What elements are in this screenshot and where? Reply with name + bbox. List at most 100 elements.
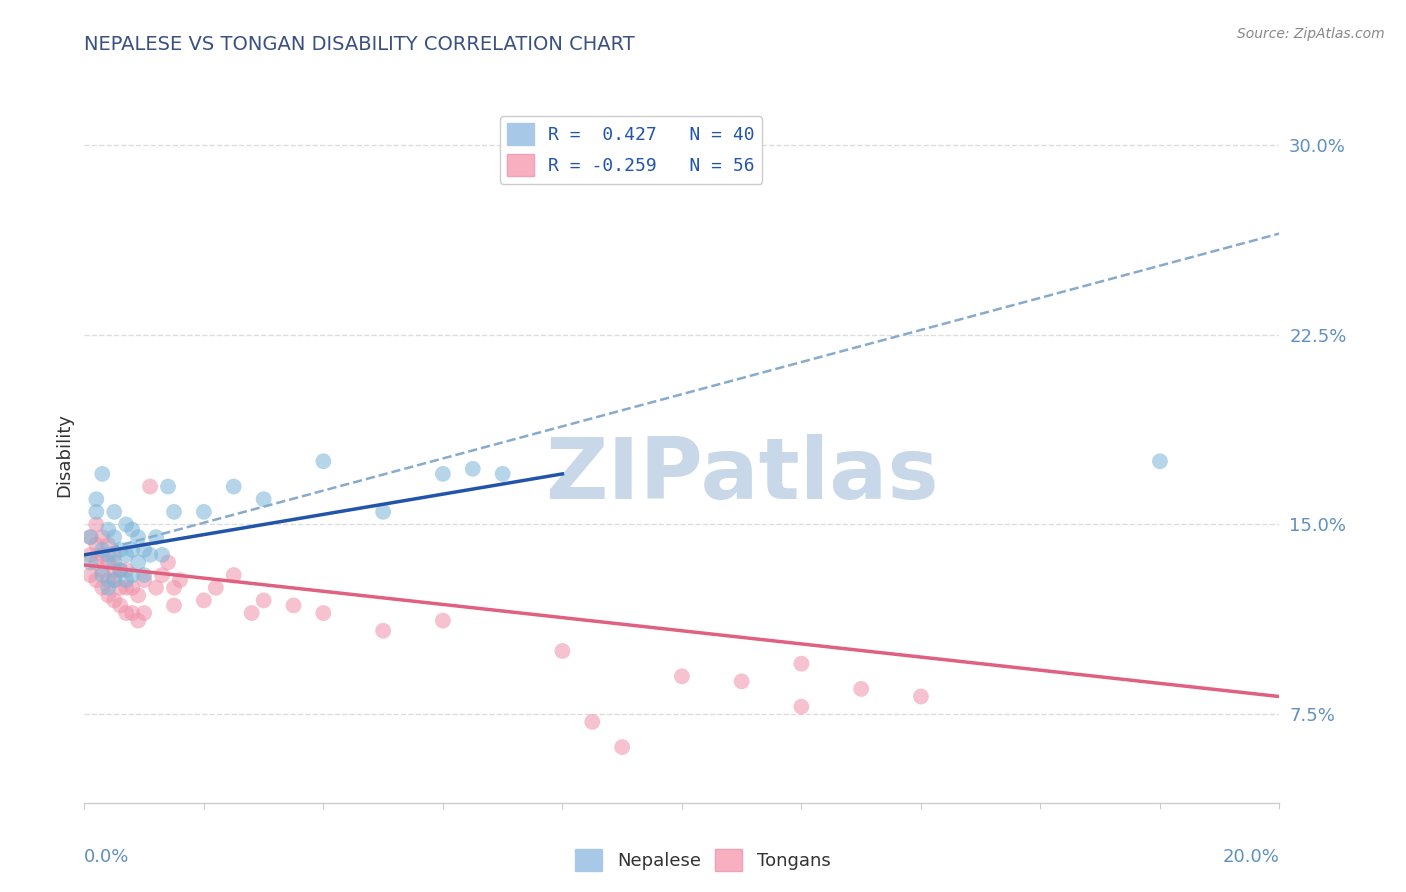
Point (163, 599, 186, 613)
Point (731, 674, 754, 689)
Point (103, 593, 125, 607)
Point (115, 548, 138, 562)
Point (145, 530, 167, 544)
Point (121, 581, 143, 595)
Point (91, 542, 114, 557)
Point (103, 573, 125, 587)
Point (97, 581, 120, 595)
Point (157, 479, 180, 493)
Point (97, 573, 120, 587)
Legend: Nepalese, Tongans: Nepalese, Tongans (568, 842, 838, 879)
Point (103, 563, 125, 577)
Point (283, 599, 305, 613)
Point (115, 606, 138, 620)
Point (97, 523, 120, 537)
Point (97, 538, 120, 552)
Point (150, 568, 173, 582)
Point (139, 548, 162, 562)
Point (145, 581, 167, 595)
Text: ZIPatlas: ZIPatlas (544, 434, 939, 517)
Text: Source: ZipAtlas.com: Source: ZipAtlas.com (1237, 27, 1385, 41)
Point (139, 479, 162, 493)
Point (253, 492, 276, 507)
Point (91, 530, 114, 544)
Point (97, 588, 120, 602)
Point (91, 467, 114, 481)
Point (91, 581, 114, 595)
Point (127, 588, 149, 602)
Point (86, 492, 108, 507)
Point (110, 542, 132, 557)
Point (115, 581, 138, 595)
Point (115, 573, 138, 587)
Point (115, 517, 138, 532)
Point (103, 505, 125, 519)
Point (432, 467, 454, 481)
Point (110, 563, 132, 577)
Point (169, 573, 191, 587)
Point (79, 530, 101, 544)
Point (240, 606, 263, 620)
Point (849, 681, 872, 696)
Point (121, 568, 143, 582)
Point (91, 568, 114, 582)
Point (150, 548, 173, 562)
Point (86, 538, 108, 552)
Point (671, 669, 693, 683)
Point (103, 556, 125, 570)
Point (790, 657, 813, 671)
Point (132, 573, 156, 587)
Point (193, 593, 215, 607)
Point (97, 556, 120, 570)
Point (432, 614, 454, 628)
Point (163, 581, 186, 595)
Point (79, 548, 101, 562)
Point (103, 548, 125, 562)
Point (610, 740, 633, 755)
Point (79, 568, 101, 582)
Point (312, 606, 335, 620)
Point (97, 548, 120, 562)
Point (103, 530, 125, 544)
Point (86, 556, 108, 570)
Point (790, 699, 813, 714)
Point (121, 542, 143, 557)
Point (132, 606, 156, 620)
Point (371, 505, 394, 519)
Point (91, 548, 114, 562)
Point (110, 599, 132, 613)
Point (461, 462, 484, 476)
Point (222, 568, 245, 582)
Point (103, 573, 125, 587)
Point (115, 563, 138, 577)
Point (79, 530, 101, 544)
Point (127, 556, 149, 570)
Point (371, 624, 394, 638)
Text: 20.0%: 20.0% (1223, 848, 1279, 866)
Point (910, 690, 932, 704)
Point (222, 479, 245, 493)
Point (132, 568, 156, 582)
Y-axis label: Disability: Disability (55, 413, 73, 497)
Point (1149, 454, 1171, 468)
Point (193, 505, 215, 519)
Point (79, 556, 101, 570)
Point (312, 454, 335, 468)
Point (157, 556, 180, 570)
Point (581, 714, 603, 729)
Point (110, 563, 132, 577)
Point (551, 644, 574, 658)
Point (132, 542, 156, 557)
Point (492, 467, 515, 481)
Point (253, 593, 276, 607)
Point (121, 523, 143, 537)
Text: 0.0%: 0.0% (84, 848, 129, 866)
Point (127, 614, 149, 628)
Point (110, 581, 132, 595)
Point (86, 573, 108, 587)
Point (163, 505, 186, 519)
Text: NEPALESE VS TONGAN DISABILITY CORRELATION CHART: NEPALESE VS TONGAN DISABILITY CORRELATIO… (84, 35, 636, 54)
Point (86, 505, 108, 519)
Point (205, 581, 228, 595)
Legend: R =  0.427   N = 40, R = -0.259   N = 56: R = 0.427 N = 40, R = -0.259 N = 56 (499, 116, 762, 184)
